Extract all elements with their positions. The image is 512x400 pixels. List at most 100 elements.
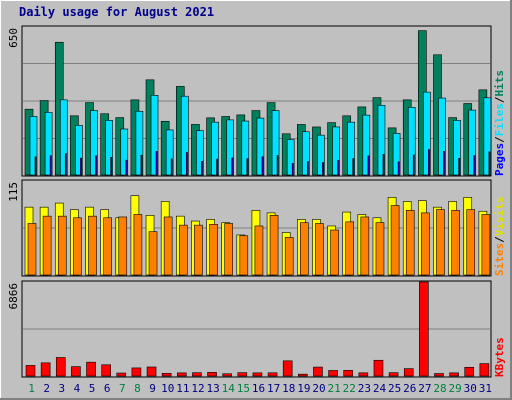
bar-files-day-5 bbox=[90, 110, 98, 176]
bar-kbytes-day-28 bbox=[434, 373, 444, 377]
x-tick-day-16: 16 bbox=[252, 382, 265, 395]
x-tick-day-13: 13 bbox=[206, 382, 219, 395]
x-tick-day-28: 28 bbox=[433, 382, 446, 395]
panel-kbytes: 6866 KBytes bbox=[7, 280, 506, 378]
bar-kbytes-day-23 bbox=[358, 372, 369, 377]
bar-sites-day-24 bbox=[375, 222, 385, 276]
bar-kbytes-day-29 bbox=[449, 372, 459, 377]
bar-kbytes-day-8 bbox=[131, 367, 142, 377]
y-max-label: 6866 bbox=[7, 283, 20, 310]
x-tick-day-7: 7 bbox=[119, 382, 126, 395]
x-tick-day-17: 17 bbox=[267, 382, 280, 395]
bar-pages-day-15 bbox=[246, 158, 249, 176]
bar-sites-day-14 bbox=[224, 223, 233, 276]
x-tick-day-26: 26 bbox=[403, 382, 416, 395]
bar-sites-day-19 bbox=[300, 222, 309, 276]
legend-hits-files-pages: Pages/Files/Hits bbox=[493, 70, 506, 176]
bar-kbytes-day-18 bbox=[282, 360, 293, 377]
x-tick-day-6: 6 bbox=[104, 382, 111, 395]
bar-files-day-19 bbox=[302, 131, 310, 176]
bar-sites-day-31 bbox=[481, 214, 491, 276]
x-tick-day-24: 24 bbox=[373, 382, 387, 395]
bar-sites-day-4 bbox=[73, 217, 82, 276]
bar-pages-day-20 bbox=[322, 162, 324, 176]
bar-files-day-28 bbox=[438, 97, 446, 176]
bar-files-day-25 bbox=[392, 133, 401, 176]
bar-sites-day-29 bbox=[451, 210, 460, 276]
bar-kbytes-day-11 bbox=[176, 372, 187, 377]
bar-files-day-3 bbox=[59, 99, 68, 176]
x-tick-day-20: 20 bbox=[312, 382, 325, 395]
bar-kbytes-day-6 bbox=[101, 364, 111, 377]
x-tick-day-19: 19 bbox=[297, 382, 310, 395]
bar-files-day-29 bbox=[453, 120, 461, 176]
bar-files-day-18 bbox=[286, 139, 295, 176]
x-tick-day-9: 9 bbox=[149, 382, 156, 395]
bar-kbytes-day-20 bbox=[313, 366, 323, 377]
bar-sites-day-1 bbox=[27, 223, 37, 276]
bar-pages-day-19 bbox=[307, 161, 309, 176]
bar-files-day-10 bbox=[165, 129, 174, 176]
bar-files-day-12 bbox=[196, 130, 204, 176]
legend-separator: / bbox=[493, 96, 506, 103]
bar-sites-day-25 bbox=[390, 205, 400, 276]
bar-kbytes-day-31 bbox=[479, 363, 490, 377]
x-tick-day-2: 2 bbox=[43, 382, 50, 395]
x-tick-day-21: 21 bbox=[328, 382, 341, 395]
bar-pages-day-27 bbox=[428, 149, 430, 176]
bar-kbytes-day-10 bbox=[161, 373, 172, 377]
bar-kbytes-day-13 bbox=[207, 372, 217, 377]
bar-sites-day-23 bbox=[360, 216, 370, 276]
x-tick-day-18: 18 bbox=[282, 382, 295, 395]
bar-pages-day-4 bbox=[80, 157, 82, 176]
x-tick-day-14: 14 bbox=[222, 382, 236, 395]
bar-pages-day-7 bbox=[125, 159, 128, 176]
bar-sites-day-9 bbox=[148, 231, 158, 276]
bar-pages-day-2 bbox=[49, 155, 52, 176]
bar-kbytes-day-1 bbox=[25, 365, 36, 377]
panel-visits-sites: 115 Sites/Visits bbox=[7, 179, 506, 277]
bar-sites-day-2 bbox=[42, 215, 52, 276]
bar-sites-day-7 bbox=[118, 216, 128, 276]
bar-sites-day-30 bbox=[466, 209, 476, 276]
bar-files-day-20 bbox=[317, 134, 325, 176]
bar-kbytes-day-5 bbox=[86, 361, 96, 377]
bar-pages-day-6 bbox=[110, 156, 113, 176]
bar-files-day-4 bbox=[75, 125, 83, 176]
bar-kbytes-day-9 bbox=[146, 366, 157, 377]
bar-sites-day-26 bbox=[405, 210, 415, 276]
bar-sites-day-6 bbox=[103, 217, 112, 276]
bar-pages-day-31 bbox=[488, 151, 491, 176]
chart-title: Daily usage for August 2021 bbox=[19, 5, 214, 19]
bar-files-day-9 bbox=[150, 95, 159, 176]
bar-sites-day-5 bbox=[88, 215, 97, 276]
bar-pages-day-17 bbox=[276, 155, 279, 176]
bar-sites-day-17 bbox=[269, 215, 279, 276]
x-tick-day-15: 15 bbox=[237, 382, 250, 395]
x-tick-day-4: 4 bbox=[74, 382, 81, 395]
bar-kbytes-day-27 bbox=[419, 281, 429, 377]
bar-kbytes-day-17 bbox=[267, 372, 278, 377]
x-tick-day-8: 8 bbox=[134, 382, 141, 395]
bar-kbytes-day-14 bbox=[222, 373, 232, 377]
bar-files-day-21 bbox=[332, 126, 340, 176]
bar-kbytes-day-16 bbox=[252, 372, 263, 377]
bar-sites-day-21 bbox=[330, 229, 339, 276]
x-tick-day-11: 11 bbox=[176, 382, 189, 395]
bar-pages-day-9 bbox=[155, 151, 158, 176]
bar-sites-day-20 bbox=[315, 223, 324, 276]
x-tick-day-5: 5 bbox=[89, 382, 96, 395]
bar-kbytes-day-15 bbox=[237, 372, 248, 377]
bar-sites-day-3 bbox=[57, 215, 67, 276]
bar-kbytes-day-4 bbox=[71, 366, 81, 377]
bar-kbytes-day-30 bbox=[464, 366, 475, 377]
bar-pages-day-12 bbox=[201, 161, 203, 176]
bar-pages-day-24 bbox=[382, 153, 385, 176]
bar-sites-day-8 bbox=[133, 214, 143, 276]
legend-pages: Pages bbox=[493, 143, 506, 176]
bar-sites-day-27 bbox=[421, 212, 430, 276]
bar-sites-day-18 bbox=[284, 237, 294, 276]
bar-pages-day-8 bbox=[140, 154, 143, 176]
